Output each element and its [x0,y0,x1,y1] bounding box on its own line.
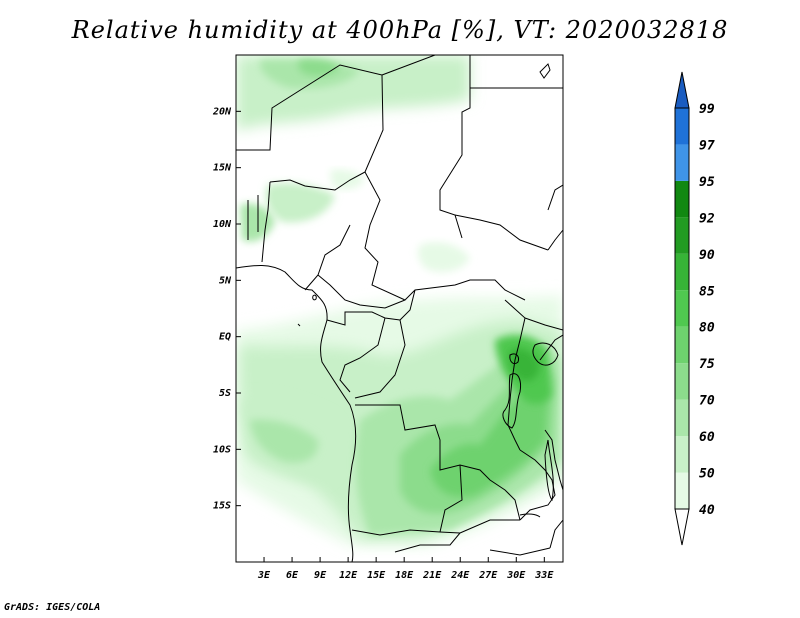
lat-tick-label: 10S [213,444,231,455]
colorbar-segment [675,253,689,291]
border [524,317,563,331]
border [459,519,520,534]
lon-tick-label: 18E [395,570,414,581]
border [339,317,386,393]
colorbar-label: 99 [699,102,715,117]
border [504,299,526,451]
colorbar-segment [675,326,689,364]
colorbar-segment [674,71,690,109]
lon-tick-label: 33E [534,570,554,581]
border [236,64,384,173]
lon-tick-label: 30E [506,570,526,581]
colorbar-segment [675,290,689,327]
colorbar-segment [675,108,689,145]
colorbar-segment [675,217,689,254]
lon-tick-label: 6E [286,570,299,581]
lake [544,439,554,502]
colorbar-segment [675,180,689,218]
border [549,519,563,549]
lat-tick-label: 10N [213,219,232,230]
border [489,547,551,556]
colorbar-segment [675,144,689,181]
lat-tick-label: 15N [213,163,232,174]
colorbar-label: 50 [699,467,715,482]
border [351,529,461,536]
colorbar-label: 80 [699,321,715,336]
humidity-patch [417,242,470,273]
lon-tick-label: 15E [367,570,386,581]
border [539,334,563,361]
colorbar-label: 92 [699,211,715,226]
colorbar-segment [675,363,689,400]
lat-tick-label: 5N [219,275,232,286]
colorbar-label: 60 [699,430,715,445]
map-frame [235,54,564,563]
colorbar-label: 97 [699,138,715,153]
border [304,224,351,291]
island [519,513,541,518]
border [394,532,461,553]
border [326,311,401,326]
colorbar-label: 95 [699,175,715,190]
border [454,214,549,251]
lat-tick-label: 20N [212,106,232,117]
border [399,289,416,321]
lon-tick-label: 9E [314,570,327,581]
chart-title: Relative humidity at 400hPa [%], VT: 202… [71,16,729,44]
island [312,294,317,301]
lake [502,373,521,429]
humidity-patch [250,419,319,463]
lat-tick-label: 15S [213,501,231,512]
humidity-patch [430,385,548,497]
lon-tick-label: 27E [478,570,498,581]
latitude-axis: 20N 15N 10N 5N EQ 5S 10S 15S [212,106,241,512]
border [547,229,563,251]
colorbar-segment [674,508,690,546]
border [439,464,463,533]
lon-tick-label: 21E [422,570,442,581]
colorbar: 40 50 60 70 75 80 85 90 92 95 97 99 [674,71,715,546]
border [354,319,406,399]
lon-tick-label: 3E [257,570,271,581]
lon-tick-label: 12E [339,570,358,581]
grads-credit: GrADS: IGES/COLA [4,602,101,613]
coastline [236,265,357,562]
humidity-patch [509,348,540,382]
border [317,274,406,309]
colorbar-label: 70 [699,394,715,409]
colorbar-segment [675,472,689,509]
lake [509,353,519,365]
lat-tick-label: EQ [219,332,231,343]
border [355,404,521,521]
border [439,55,471,239]
colorbar-segment [675,436,689,473]
colorbar-label: 40 [699,503,715,518]
colorbar-frame [674,107,690,510]
map-panel: 20N 15N 10N 5N EQ 5S 10S 15S 3E 6E 9E 12E 15E 18E 21E… [212,54,564,581]
lake [532,342,559,366]
longitude-axis: 3E 6E 9E 12E 15E 18E 21E 24E 27E 30E 33E [257,557,554,581]
colorbar-segment [675,399,689,437]
colorbar-label: 75 [699,357,715,372]
colorbar-label: 90 [699,248,715,263]
humidity-patch [265,183,335,223]
colorbar-label: 85 [699,284,715,299]
lake [539,63,551,79]
political-boundaries [236,55,563,562]
lon-tick-label: 24E [450,570,470,581]
lat-tick-label: 5S [219,388,231,399]
border [544,429,563,491]
border [381,55,436,76]
border [261,181,271,263]
border [269,171,366,191]
humidity-patch [330,169,365,190]
border [547,184,563,211]
island [297,323,301,327]
